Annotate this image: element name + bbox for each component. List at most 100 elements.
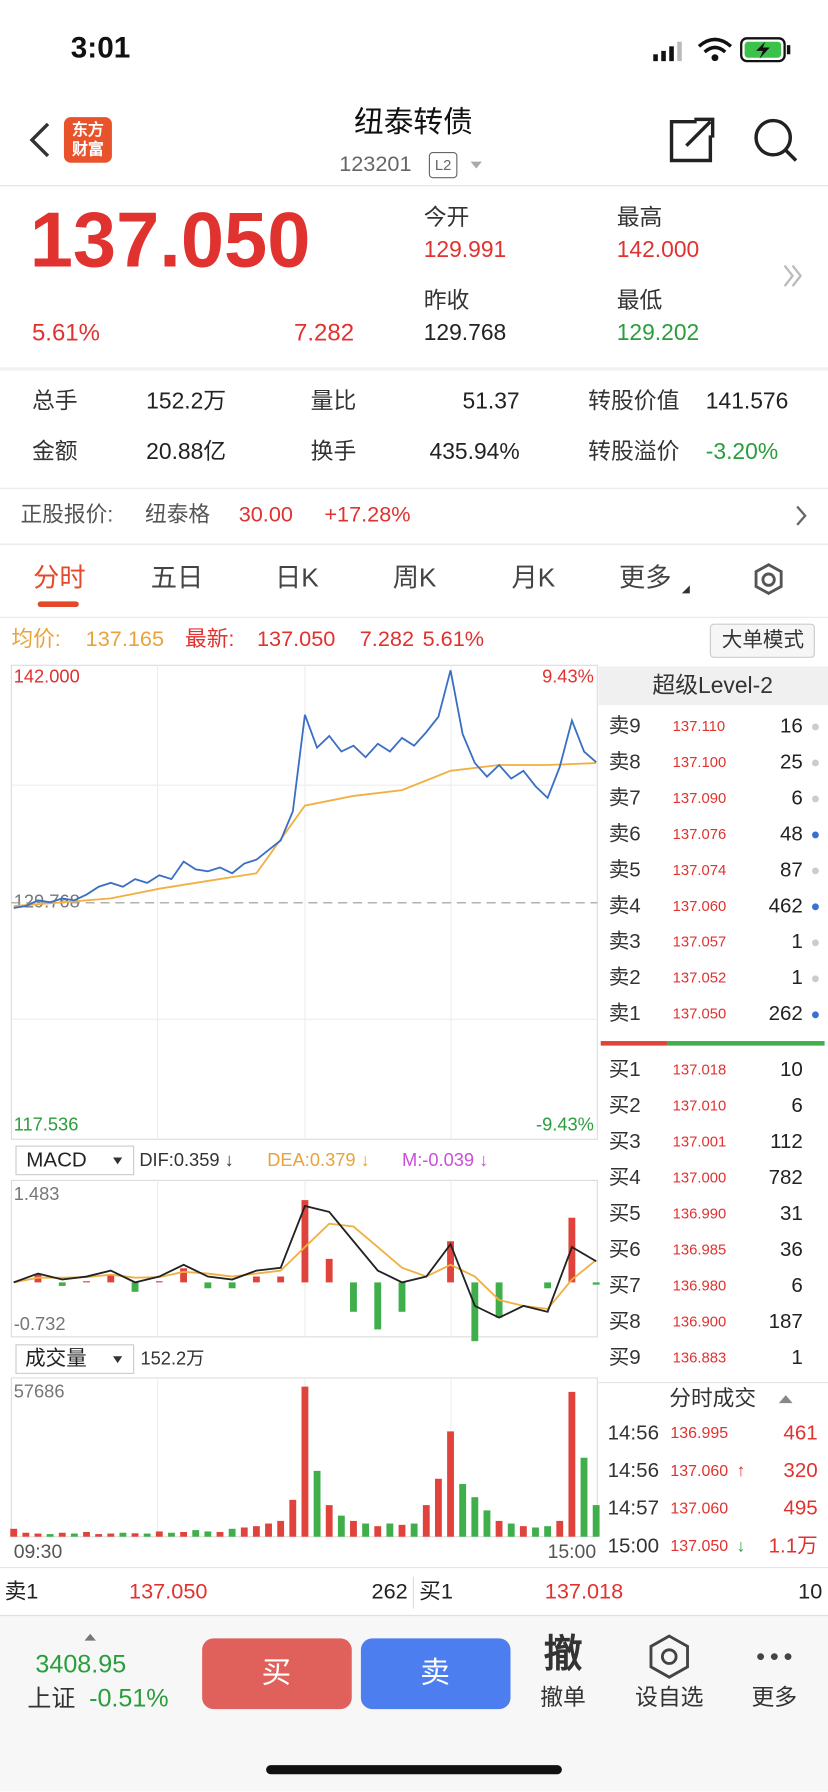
tab[interactable]: 日K xyxy=(275,563,319,593)
pct-label: 9.43% xyxy=(542,666,594,687)
trade-time: 14:56 xyxy=(608,1459,659,1482)
change: 7.282 xyxy=(294,319,354,346)
book-price: 136.980 xyxy=(673,1279,727,1295)
last-value: 137.050 xyxy=(257,626,335,651)
book-label: 买7 xyxy=(609,1274,641,1297)
settings-button[interactable] xyxy=(754,563,783,595)
tab[interactable]: 更多 xyxy=(619,563,672,593)
volume-bar xyxy=(301,1386,309,1537)
stock-price: 30.00 xyxy=(239,501,293,526)
stock-link[interactable] xyxy=(796,505,807,526)
title: 纽泰转债 xyxy=(354,106,473,139)
index-toggle[interactable] xyxy=(84,1633,96,1641)
book-dot xyxy=(812,939,819,947)
cancel-icon[interactable]: 撤 xyxy=(544,1633,583,1676)
stat-value: 141.576 xyxy=(706,388,789,414)
volume-bar xyxy=(143,1533,151,1537)
more-text[interactable]: 更多 xyxy=(751,1684,797,1710)
search-button[interactable] xyxy=(754,118,798,162)
macd-bar xyxy=(277,1276,285,1283)
expand-button[interactable] xyxy=(783,264,803,287)
y-tick-label: 1.483 xyxy=(14,1183,60,1204)
volume-bar xyxy=(325,1505,333,1537)
cancel-text[interactable]: 撤单 xyxy=(540,1684,586,1710)
book-price: 136.990 xyxy=(673,1207,727,1223)
volume-bar xyxy=(131,1533,139,1537)
book-label: 卖5 xyxy=(609,858,641,881)
sell-text[interactable]: 卖 xyxy=(420,1657,450,1690)
watchlist-icon[interactable] xyxy=(649,1634,689,1679)
book-price: 137.110 xyxy=(673,719,725,735)
book-volume: 25 xyxy=(780,750,803,773)
indicator-select[interactable] xyxy=(15,1145,135,1176)
field-label: 今开 xyxy=(424,204,470,230)
ask-volume: 262 xyxy=(372,1578,408,1603)
volume-bar xyxy=(459,1484,467,1537)
ratio-bar xyxy=(600,1041,667,1046)
ask-label: 卖1 xyxy=(5,1578,39,1603)
indicator-select[interactable] xyxy=(15,1344,135,1374)
volume-bar xyxy=(592,1505,600,1537)
macd-bar xyxy=(180,1268,188,1283)
tab-underline xyxy=(37,601,79,608)
field-label: 最高 xyxy=(617,204,663,230)
book-volume: 87 xyxy=(780,858,803,881)
book-price: 136.985 xyxy=(673,1243,727,1259)
book-price: 136.883 xyxy=(673,1350,727,1366)
stat-label: 总手 xyxy=(32,388,78,414)
book-label: 卖9 xyxy=(609,714,641,737)
ratio-bar xyxy=(666,1041,825,1046)
watchlist-text[interactable]: 设自选 xyxy=(635,1684,704,1710)
book-price: 137.001 xyxy=(673,1135,727,1151)
field-label: 最低 xyxy=(617,287,663,313)
share-button[interactable] xyxy=(669,117,715,163)
book-label: 卖3 xyxy=(609,930,641,953)
volume-bar xyxy=(410,1523,418,1537)
stat-label: 转股价值 xyxy=(588,388,679,414)
back-button[interactable] xyxy=(29,122,50,158)
book-price: 137.057 xyxy=(673,935,727,951)
last-label: 最新: xyxy=(185,626,234,651)
book-label: 买2 xyxy=(609,1094,641,1117)
volume-bar xyxy=(544,1526,552,1537)
volume-bar xyxy=(507,1523,515,1537)
dropdown[interactable] xyxy=(470,161,482,169)
m-label: M:-0.039 ↓ xyxy=(402,1149,488,1170)
trade-price: 137.050 xyxy=(670,1538,728,1555)
buy-text[interactable]: 买 xyxy=(262,1657,292,1690)
sort-arrow xyxy=(778,1395,793,1404)
volume-bar xyxy=(58,1532,66,1537)
macd-bar xyxy=(544,1282,552,1289)
trade-time: 15:00 xyxy=(608,1534,659,1557)
sell-button[interactable] xyxy=(360,1638,511,1710)
book-label: 买8 xyxy=(609,1310,641,1333)
mode-button[interactable] xyxy=(709,623,815,658)
book-volume: 1 xyxy=(791,966,802,989)
tab[interactable]: 月K xyxy=(511,563,555,593)
trade-arrow: ↑ xyxy=(737,1460,746,1480)
tab[interactable]: 五日 xyxy=(151,563,204,593)
book-volume: 1 xyxy=(791,1346,802,1369)
ask-price: 137.050 xyxy=(129,1578,207,1603)
volume-bar xyxy=(495,1520,503,1537)
book-label: 卖2 xyxy=(609,966,641,989)
book-dot xyxy=(812,1011,819,1019)
more-icon[interactable] xyxy=(757,1653,792,1661)
mode-button-text[interactable]: 大单模式 xyxy=(722,629,804,652)
macd-bar xyxy=(350,1282,357,1312)
macd-bar xyxy=(592,1282,600,1285)
badge: L2 xyxy=(435,158,452,174)
book-label: 买5 xyxy=(609,1202,641,1225)
book-price: 137.074 xyxy=(673,863,727,879)
book-volume: 6 xyxy=(791,1274,802,1297)
tab[interactable]: 分时 xyxy=(33,563,86,593)
macd-bar xyxy=(58,1282,66,1286)
tab[interactable]: 周K xyxy=(393,563,437,593)
book-dot xyxy=(812,867,819,875)
book-volume: 6 xyxy=(791,786,802,809)
macd-bar xyxy=(301,1200,309,1283)
book-label: 卖8 xyxy=(609,750,641,773)
volume-bar xyxy=(471,1497,479,1537)
buy-button[interactable] xyxy=(202,1638,352,1710)
badge-box xyxy=(428,151,458,179)
